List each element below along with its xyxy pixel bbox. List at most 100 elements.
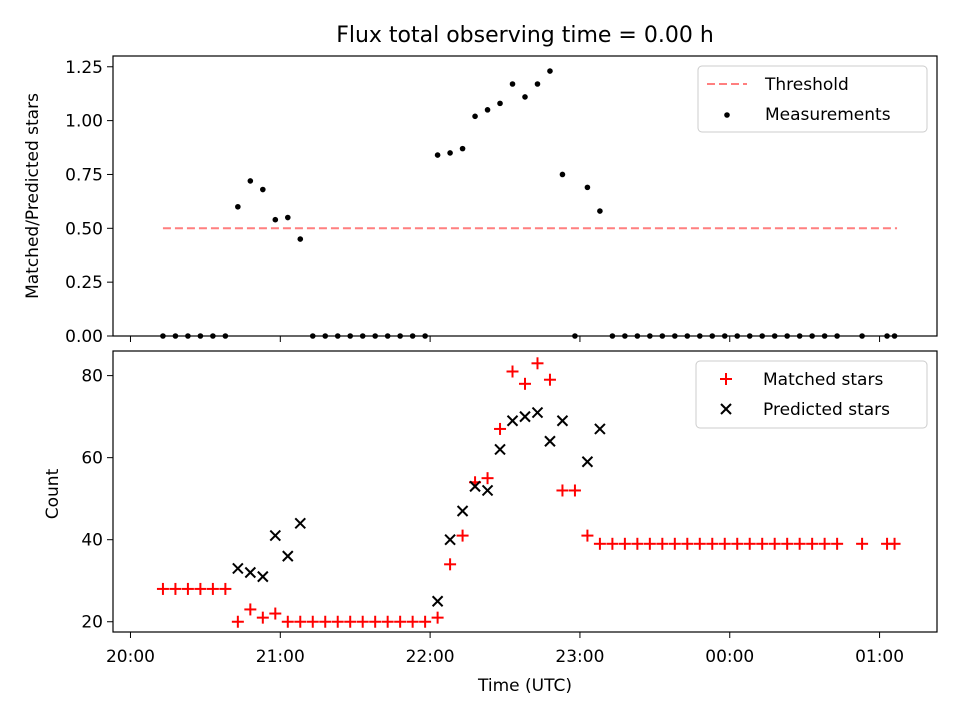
measurement-point: [584, 184, 591, 191]
matched-star-point: [793, 537, 806, 550]
predicted-star-point: [594, 423, 606, 435]
matched-star-point: [668, 537, 681, 550]
predicted-star-point-b: [431, 595, 444, 607]
predicted-star-point-b: [469, 480, 481, 493]
x-tick-label: 23:00: [555, 647, 604, 667]
top-y-tick-label: 0.75: [65, 165, 103, 185]
matched-star-point: [756, 537, 769, 550]
measurement-point: [434, 152, 441, 158]
predicted-star-point: [556, 415, 569, 427]
measurement-point: [447, 150, 453, 156]
predicted-star-point-b: [444, 533, 456, 546]
matched-star-point: [306, 615, 319, 628]
matched-star-point: [768, 537, 781, 550]
top-y-tick-label: 1.00: [65, 112, 103, 132]
predicted-star-point: [581, 456, 594, 468]
matched-star-point: [481, 472, 494, 485]
measurement-point: [547, 68, 553, 74]
matched-star-point: [394, 615, 407, 628]
predicted-star-point-b: [506, 415, 519, 427]
matched-star-point: [381, 615, 394, 628]
matched-star-point: [456, 529, 469, 542]
matched-star-point: [356, 615, 369, 628]
top-y-axis-label: Matched/Predicted stars: [23, 93, 43, 299]
matched-star-point: [344, 615, 357, 628]
matched-star-point: [593, 537, 606, 550]
predicted-star-point-b: [519, 410, 531, 423]
predicted-legend-label: Predicted stars: [763, 400, 890, 420]
matched-star-point: [888, 537, 901, 550]
top-chart-title: Flux total observing time = 0.00 h: [336, 23, 714, 48]
predicted-star-point: [269, 529, 282, 542]
matched-star-point: [519, 377, 531, 390]
matched-star-point: [606, 537, 619, 550]
predicted-star-point: [544, 435, 556, 447]
matched-star-point: [731, 537, 744, 550]
predicted-legend-swatch: [720, 403, 732, 415]
matched-star-point: [643, 537, 656, 550]
matched-star-point: [206, 582, 219, 595]
measurement-point: [284, 214, 291, 221]
matched-legend-swatch: [720, 373, 732, 385]
bottom-y-tick-label: 20: [81, 613, 103, 633]
measurements-legend-swatch: [724, 112, 730, 118]
top-y-tick-label: 0.25: [65, 273, 103, 293]
measurement-point: [260, 186, 266, 193]
predicted-star-point: [506, 415, 519, 427]
bottom-y-tick-label: 80: [81, 367, 103, 387]
top-axes-frame: [112, 55, 938, 337]
predicted-star-point-b: [556, 415, 569, 427]
predicted-star-point: [469, 480, 481, 493]
predicted-star-point-b: [594, 423, 606, 435]
matched-star-point: [706, 537, 719, 550]
matched-star-point: [781, 537, 794, 550]
top-y-tick-label: 0.00: [65, 327, 103, 347]
measurement-point: [497, 100, 503, 107]
matched-star-point: [406, 615, 419, 628]
top-panel: Flux total observing time = 0.00 h 0.00 0…: [23, 23, 938, 347]
predicted-star-point-b: [294, 517, 306, 529]
bottom-y-axis-label: Count: [43, 468, 63, 519]
predicted-legend-swatch-b: [720, 403, 732, 415]
measurement-point: [522, 94, 528, 100]
x-tick-label: 20:00: [106, 647, 155, 667]
predicted-star-point-b: [531, 406, 544, 419]
top-legend-box: [697, 65, 928, 133]
predicted-star-point-b: [244, 566, 257, 579]
matched-star-point: [581, 529, 594, 542]
measurement-point: [247, 178, 254, 184]
predicted-star-point: [481, 484, 494, 497]
matched-star-point: [419, 615, 432, 628]
bottom-axis-ticks: 20 40 60 80 20:00 21:00 22:00 23:00 00:00 01:00: [81, 367, 904, 667]
matched-star-point: [568, 484, 581, 497]
matched-star-point: [618, 537, 631, 550]
matched-star-point: [494, 422, 507, 435]
x-tick-label: 00:00: [705, 647, 754, 667]
threshold-legend-label: Threshold: [764, 75, 849, 95]
matched-star-point: [231, 615, 244, 628]
measurement-point: [297, 236, 304, 242]
matched-legend-label: Matched stars: [763, 370, 883, 390]
matched-star-point: [693, 537, 706, 550]
predicted-star-point-b: [544, 435, 556, 447]
measurement-point: [459, 145, 466, 152]
matched-star-point: [531, 357, 544, 370]
matched-star-point: [244, 603, 257, 616]
x-tick-label: 01:00: [855, 647, 904, 667]
measurement-point: [559, 171, 566, 178]
top-legend: Threshold Measurements: [697, 65, 928, 133]
matched-star-point: [856, 537, 869, 550]
matched-star-point: [181, 582, 194, 595]
matched-star-point: [369, 615, 382, 628]
bottom-y-tick-label: 40: [81, 531, 103, 551]
predicted-star-point: [232, 562, 244, 575]
top-y-tick-label: 1.25: [65, 58, 103, 78]
matched-star-point: [169, 582, 182, 595]
matched-star-point: [269, 607, 282, 620]
measurement-point: [472, 113, 478, 120]
matched-star-point: [156, 582, 169, 595]
matched-star-point: [818, 537, 831, 550]
predicted-star-point: [294, 517, 306, 529]
measurement-point: [484, 107, 491, 113]
